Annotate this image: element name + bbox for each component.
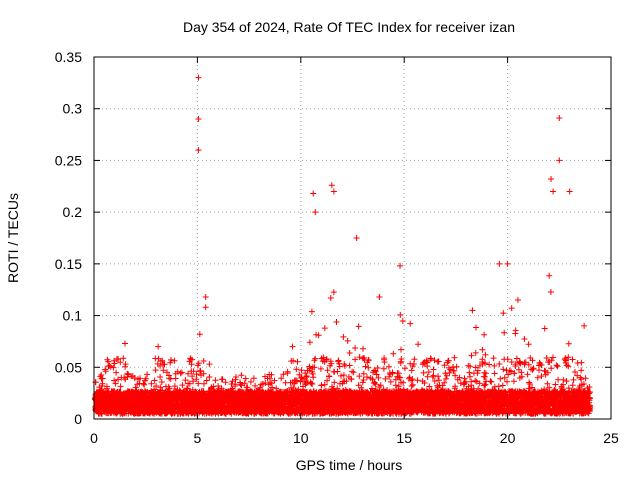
- roti-outlier-point: [376, 293, 383, 300]
- y-axis-label: ROTI / TECUs: [5, 193, 21, 283]
- x-tick-label: 15: [396, 430, 412, 446]
- x-tick-label: 5: [194, 430, 202, 446]
- roti-outlier-point: [556, 115, 563, 122]
- roti-outlier-point: [581, 322, 588, 329]
- y-tick-label: 0.2: [63, 204, 83, 220]
- roti-outlier-point: [202, 304, 209, 311]
- roti-outlier-point: [548, 176, 555, 183]
- roti-outlier-point: [504, 260, 511, 267]
- roti-outlier-point: [312, 209, 319, 216]
- roti-outlier-point: [310, 190, 317, 197]
- y-tick-label: 0.15: [55, 256, 82, 272]
- y-tick-label: 0.25: [55, 152, 82, 168]
- roti-outlier-point: [289, 343, 296, 350]
- y-tick-label: 0.05: [55, 359, 82, 375]
- y-tick-label: 0.3: [63, 101, 83, 117]
- roti-outlier-point: [195, 116, 202, 123]
- roti-outlier-point: [330, 188, 337, 195]
- y-tick-label: 0.35: [55, 49, 82, 65]
- roti-outlier-point: [469, 307, 476, 314]
- roti-outlier-point: [514, 297, 521, 304]
- roti-outlier-point: [566, 188, 573, 195]
- roti-outlier-point: [328, 182, 335, 189]
- data-points: [92, 74, 594, 417]
- roti-outlier-point: [556, 157, 563, 164]
- x-tick-label: 20: [500, 430, 516, 446]
- y-tick-label: 0: [74, 411, 82, 427]
- roti-outlier-point: [155, 343, 162, 350]
- y-tick-label: 0.1: [63, 308, 83, 324]
- roti-outlier-point: [202, 293, 209, 300]
- roti-scatter-band: [92, 272, 594, 417]
- plot-frame: [93, 56, 612, 420]
- x-axis-label: GPS time / hours: [296, 457, 403, 473]
- grid-lines: [94, 57, 611, 419]
- roti-outlier-point: [397, 262, 404, 269]
- x-tick-label: 10: [293, 430, 309, 446]
- roti-outlier-point: [195, 147, 202, 154]
- roti-outlier-point: [550, 188, 557, 195]
- chart-title: Day 354 of 2024, Rate Of TEC Index for r…: [183, 19, 515, 35]
- roti-outlier-point: [195, 74, 202, 81]
- roti-outlier-point: [496, 260, 503, 267]
- roti-outlier-point: [353, 235, 360, 241]
- axis-ticks: 0 0.05 0.1 0.15 0.2 0.25 0.3 0.35 0 5 10 15 20 25: [55, 49, 619, 446]
- x-tick-label: 0: [90, 430, 98, 446]
- roti-outlier-point: [122, 340, 129, 347]
- x-tick-label: 25: [603, 430, 619, 446]
